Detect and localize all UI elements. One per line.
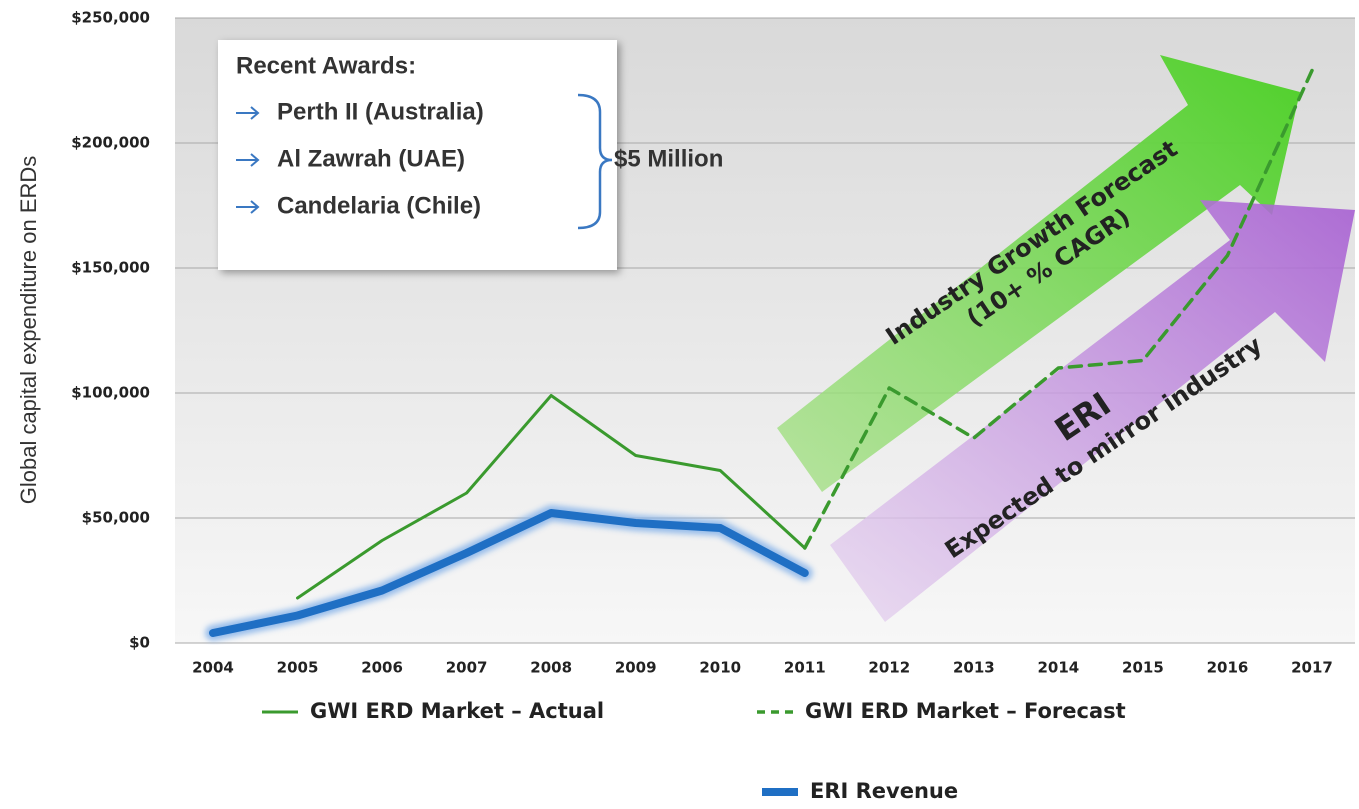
y-tick-label: $50,000 bbox=[82, 509, 150, 527]
industry-arrow bbox=[777, 55, 1300, 492]
x-tick-label: 2012 bbox=[868, 659, 910, 677]
bullet-arrow bbox=[236, 200, 260, 214]
x-tick-label: 2007 bbox=[446, 659, 488, 677]
x-tick-label: 2010 bbox=[699, 659, 741, 677]
award: Al Zawrah (UAE) bbox=[277, 145, 465, 172]
line bbox=[803, 68, 1314, 550]
x-tick-label: 2017 bbox=[1291, 659, 1333, 677]
y-axis-label: Global capital expenditure on ERDs bbox=[16, 156, 41, 505]
bullet-arrow bbox=[236, 106, 260, 120]
x-tick-label: 2005 bbox=[277, 659, 319, 677]
eri-arrow bbox=[830, 200, 1355, 622]
y-tick-label: $150,000 bbox=[71, 259, 150, 277]
line bbox=[296, 394, 807, 600]
x-tick-label: 2006 bbox=[361, 659, 403, 677]
legend-label: GWI ERD Market – Forecast bbox=[805, 699, 1126, 723]
y-tick-label: $200,000 bbox=[71, 134, 150, 152]
x-tick-label: 2011 bbox=[784, 659, 826, 677]
y-tick-label: $0 bbox=[129, 634, 150, 652]
awards-title: Recent Awards: bbox=[236, 52, 416, 79]
awards-box: Recent Awards: Perth II (Australia) Al Z… bbox=[218, 40, 723, 270]
y-tick-label: $100,000 bbox=[71, 384, 150, 402]
award: Candelaria (Chile) bbox=[277, 192, 481, 219]
legend-label: GWI ERD Market – Actual bbox=[310, 699, 604, 723]
bullet-arrow bbox=[236, 153, 260, 167]
awards-panel bbox=[218, 40, 617, 270]
award: Perth II (Australia) bbox=[277, 98, 484, 125]
x-tick-label: 2009 bbox=[615, 659, 657, 677]
x-tick-label: 2008 bbox=[530, 659, 572, 677]
x-tick-label: 2015 bbox=[1122, 659, 1164, 677]
x-tick-label: 2014 bbox=[1038, 659, 1080, 677]
lines bbox=[205, 68, 1314, 641]
x-tick-label: 2013 bbox=[953, 659, 995, 677]
line bbox=[209, 509, 809, 637]
x-tick-label: 2016 bbox=[1207, 659, 1249, 677]
y-tick-label: $250,000 bbox=[71, 9, 150, 27]
bracket bbox=[577, 93, 613, 230]
x-tick-label: 2004 bbox=[192, 659, 234, 677]
bullets bbox=[236, 93, 613, 230]
legend-label: ERI Revenue bbox=[810, 779, 958, 803]
awards-total: $5 Million bbox=[614, 145, 723, 172]
